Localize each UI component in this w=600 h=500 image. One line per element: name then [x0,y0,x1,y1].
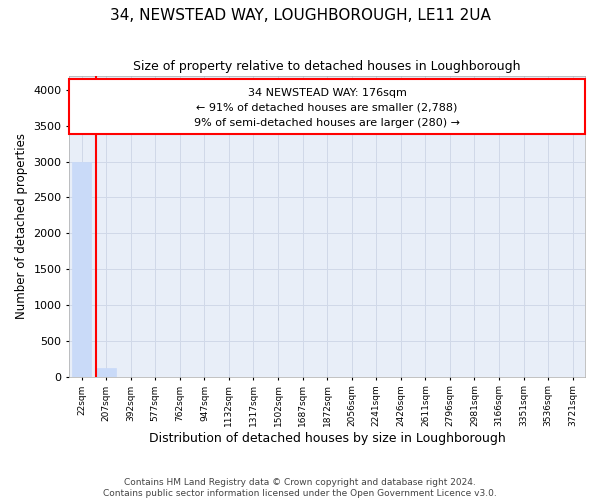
Text: ← 91% of detached houses are smaller (2,788): ← 91% of detached houses are smaller (2,… [196,102,458,113]
Text: 9% of semi-detached houses are larger (280) →: 9% of semi-detached houses are larger (2… [194,118,460,128]
Text: Contains HM Land Registry data © Crown copyright and database right 2024.
Contai: Contains HM Land Registry data © Crown c… [103,478,497,498]
Bar [97,368,116,376]
X-axis label: Distribution of detached houses by size in Loughborough: Distribution of detached houses by size … [149,432,506,445]
Text: 34 NEWSTEAD WAY: 176sqm: 34 NEWSTEAD WAY: 176sqm [248,88,407,98]
FancyBboxPatch shape [70,79,585,134]
Y-axis label: Number of detached properties: Number of detached properties [15,133,28,319]
Text: 34, NEWSTEAD WAY, LOUGHBOROUGH, LE11 2UA: 34, NEWSTEAD WAY, LOUGHBOROUGH, LE11 2UA [110,8,490,22]
Bar [72,162,91,376]
Title: Size of property relative to detached houses in Loughborough: Size of property relative to detached ho… [133,60,521,73]
